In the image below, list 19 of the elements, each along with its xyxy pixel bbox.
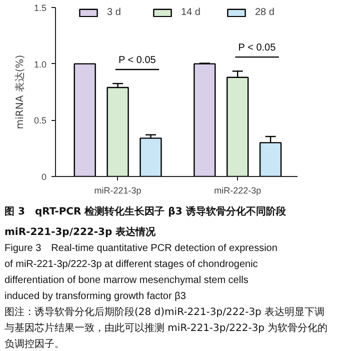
bar	[74, 63, 96, 176]
annotation: P < 0.05	[238, 42, 276, 54]
legend-label: 3 d	[107, 7, 122, 18]
y-tick-label: 0	[41, 172, 47, 182]
text: 图 3 qRT-PCR 检测转化生长因子 β3 诱导软骨分化不同阶段 miR-221-3p/222-3p 表达情况	[4, 206, 287, 238]
y-tick-label: 1.0	[34, 59, 47, 70]
bar	[194, 63, 216, 176]
y-axis-title: miRNA 表达(%)	[14, 54, 26, 130]
legend-label: 28 d	[255, 7, 275, 18]
y-tick-label: 0.5	[34, 116, 47, 126]
text: 图注：诱导软骨分化后期阶段(28 d)miR-221-3p/222-3p 表达明显下调与基因芯片结果一致，由此可以推测 miR-221-3p/222-3p 为软骨分化的负调控因子。	[4, 306, 328, 350]
text: Figure 3 Real-time quantitative PCR detection of expression of miR-221-3p/222-3p at different stages of chondrogenic differentiation of bone marrow mesenchymal stem cells induced by transforming growth factor β3	[4, 243, 278, 302]
x-tick-label: miR-221-3p	[94, 186, 142, 196]
bar	[140, 138, 162, 176]
x-tick-label: miR-222-3p	[214, 186, 262, 196]
y-tick-label: 1.5	[34, 3, 47, 13]
annotation: P < 0.05	[118, 55, 156, 66]
bar	[106, 86, 129, 176]
legend-label: 14 d	[181, 7, 201, 18]
